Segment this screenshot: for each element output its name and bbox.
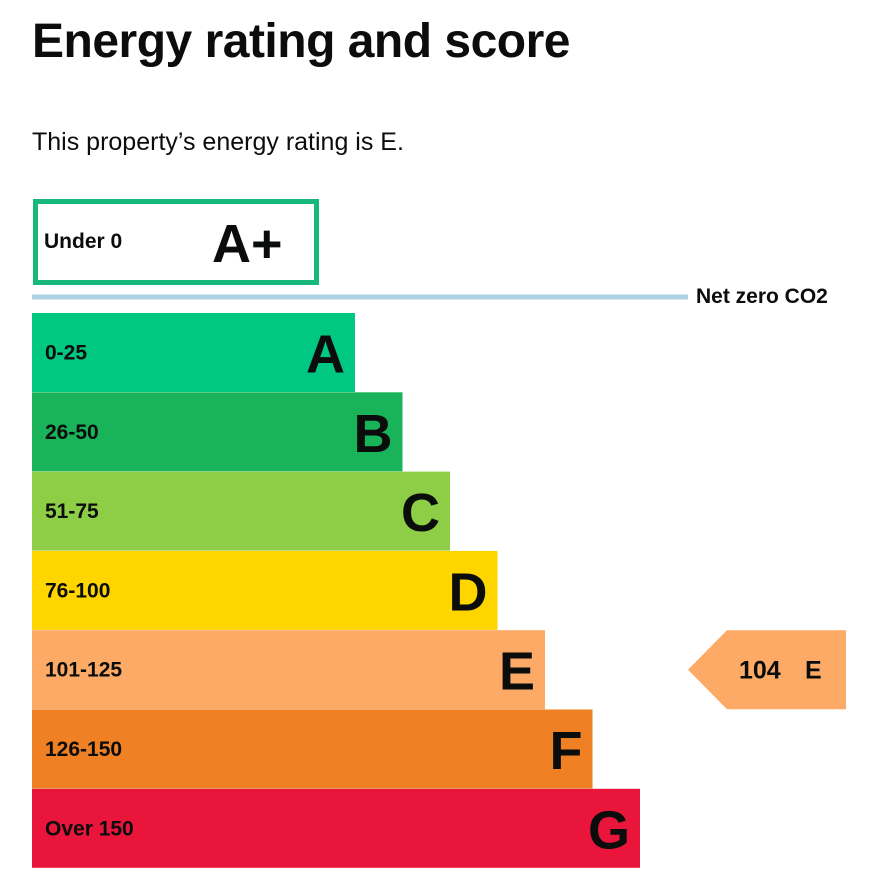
band-aplus-box: [33, 199, 319, 285]
current-rating-arrow: [688, 630, 846, 710]
band-d: 76-100 D: [32, 550, 498, 630]
page-title: Energy rating and score: [32, 15, 571, 68]
current-rating-letter: E: [805, 657, 822, 685]
band-d-bar: [32, 550, 498, 630]
band-b-bar: [32, 392, 403, 472]
band-b-range: 26-50: [45, 421, 99, 444]
band-g-bar: [32, 788, 640, 868]
current-rating-marker: 104 E: [688, 630, 846, 710]
band-d-letter: D: [449, 562, 488, 622]
band-f-bar: [32, 709, 593, 789]
band-e-bar: [32, 630, 545, 710]
band-e: 101-125 E: [32, 630, 545, 710]
band-d-range: 76-100: [45, 579, 110, 602]
rating-bands: 0-25 A 26-50 B 51-75 C 76-100 D 101-125 E 126-150 F…: [32, 313, 640, 868]
band-c: 51-75 C: [32, 471, 450, 551]
band-f-range: 126-150: [45, 738, 122, 761]
band-aplus-range: Under 0: [44, 230, 122, 253]
band-a-bar: [32, 313, 355, 392]
band-aplus-letter: A+: [212, 214, 283, 274]
band-g: Over 150 G: [32, 788, 640, 868]
band-c-letter: C: [401, 483, 440, 543]
band-a-letter: A: [306, 325, 345, 385]
band-e-range: 101-125: [45, 659, 122, 682]
band-b: 26-50 B: [32, 392, 403, 472]
band-a-range: 0-25: [45, 342, 87, 365]
band-e-letter: E: [499, 642, 535, 702]
rating-summary: This property’s energy rating is E.: [32, 128, 404, 156]
band-a: 0-25 A: [32, 313, 355, 392]
band-c-range: 51-75: [45, 500, 99, 523]
band-c-bar: [32, 471, 450, 551]
band-b-letter: B: [354, 404, 393, 464]
current-rating-score: 104: [739, 657, 781, 685]
band-f-letter: F: [550, 721, 583, 781]
band-f: 126-150 F: [32, 709, 593, 789]
band-g-letter: G: [588, 800, 630, 860]
net-zero-label: Net zero CO2: [696, 285, 828, 308]
band-g-range: Over 150: [45, 817, 134, 840]
